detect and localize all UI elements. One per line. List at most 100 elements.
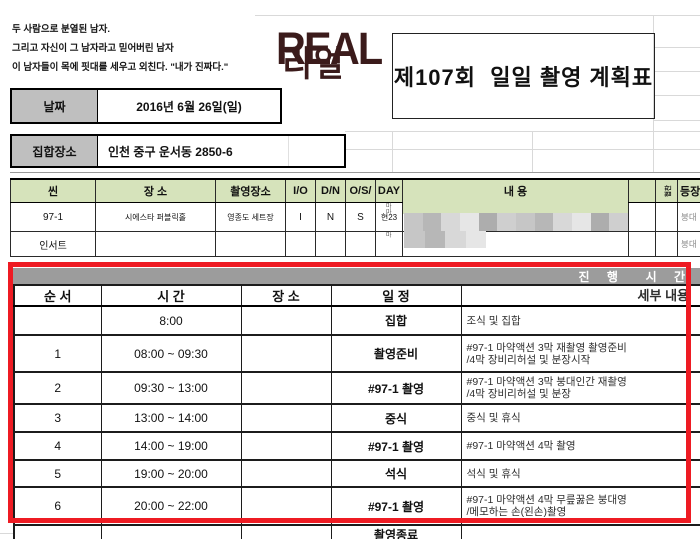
schedule-row-end: 촬영종료 xyxy=(13,524,700,539)
schedule-row: 3 13:00 ~ 14:00 중식 중식 및 휴식 xyxy=(13,403,700,433)
col-location: 장 소 xyxy=(95,178,216,203)
scene-dn xyxy=(315,231,346,257)
censor-mosaic xyxy=(404,231,486,248)
place-cell xyxy=(240,371,332,405)
col-sponsor: 협찬 xyxy=(655,178,678,203)
time-cell: 8:00 xyxy=(100,305,242,336)
censored-text-fragment: 마 xyxy=(386,233,392,239)
progress-band: 진 행 시 간 xyxy=(12,268,700,284)
event-cell: 석식 xyxy=(330,459,462,488)
schedule-row: 6 20:00 ~ 22:00 #97-1 촬영 #97-1 마약액션 4막 무… xyxy=(13,486,700,526)
document-title-box: 제107회 일일 촬영 계획표 xyxy=(392,33,655,119)
scene-location xyxy=(95,231,216,257)
event-cell: #97-1 촬영 xyxy=(330,486,462,526)
event-cell: 중식 xyxy=(330,403,462,433)
scene-os: S xyxy=(345,202,376,232)
col-os: O/S/ xyxy=(345,178,376,203)
gridline xyxy=(255,15,700,16)
gridline xyxy=(653,15,654,172)
order-cell: 5 xyxy=(13,459,102,488)
detail-cell: #97-1 마약액션 3막 재촬영 촬영준비 /4막 장비리허설 및 분장시작 xyxy=(460,334,700,373)
event-cell: 촬영준비 xyxy=(330,334,462,373)
place-cell xyxy=(240,305,332,336)
scene-shoot-location xyxy=(215,231,286,257)
order-cell: 2 xyxy=(13,371,102,405)
col-day: DAY xyxy=(375,178,403,203)
col-cast: 등장인 xyxy=(677,178,700,203)
time-cell: 14:00 ~ 19:00 xyxy=(100,431,242,461)
col-dn: D/N xyxy=(315,178,346,203)
scene-blank-cell xyxy=(628,231,656,257)
scene-number: 97-1 xyxy=(10,202,96,232)
order-cell: 1 xyxy=(13,334,102,373)
gridline xyxy=(653,47,700,48)
gridline xyxy=(653,120,700,121)
place-cell xyxy=(240,334,332,373)
gridline xyxy=(345,149,700,150)
schedule-row: 5 19:00 ~ 20:00 석식 석식 및 휴식 xyxy=(13,459,700,488)
col-detail: 세부 내용 xyxy=(460,284,700,307)
event-cell: 집합 xyxy=(330,305,462,336)
document-title: 제107회 일일 촬영 계획표 xyxy=(393,65,654,90)
scene-row-insert: 인서트 붕대 xyxy=(10,231,700,257)
daily-schedule-table: 순 서 시 간 장 소 일 정 세부 내용 8:00 집합 조식 및 집합 1 … xyxy=(13,284,700,539)
time-cell: 08:00 ~ 09:30 xyxy=(100,334,242,373)
date-label: 날짜 xyxy=(12,90,98,122)
scene-shoot-location: 영종도 세트장 xyxy=(215,202,286,232)
detail-cell xyxy=(460,524,700,539)
place-cell xyxy=(240,486,332,526)
place-cell xyxy=(240,431,332,461)
date-value: 2016년 6월 26일(일) xyxy=(136,99,242,114)
schedule-row: 1 08:00 ~ 09:30 촬영준비 #97-1 마약액션 3막 재촬영 촬… xyxy=(13,334,700,373)
schedule-row: 2 09:30 ~ 13:00 #97-1 촬영 #97-1 마약액션 3막 붕… xyxy=(13,371,700,405)
scene-blank-cell xyxy=(628,202,656,232)
meeting-place-label: 집합장소 xyxy=(12,136,98,166)
real-logo: REAL 리얼 xyxy=(276,26,385,114)
col-shoot-location: 촬영장소 xyxy=(215,178,286,203)
col-blank xyxy=(628,178,656,203)
col-time: 시 간 xyxy=(100,284,242,307)
meeting-place-box: 집합장소 인천 중구 운서동 2850-6 xyxy=(10,134,346,168)
detail-cell: 중식 및 휴식 xyxy=(460,403,700,433)
order-cell: 4 xyxy=(13,431,102,461)
col-event: 일 정 xyxy=(330,284,462,307)
detail-cell: #97-1 마약액션 4막 무릎꿇은 붕대영 /메모하는 손(왼손)촬영 xyxy=(460,486,700,526)
censor-mosaic xyxy=(404,213,628,231)
gridline xyxy=(532,131,533,172)
col-io: I/O xyxy=(285,178,316,203)
scene-number: 인서트 xyxy=(10,231,96,257)
col-sponsor-label: 협찬 xyxy=(664,185,672,197)
place-cell xyxy=(240,403,332,433)
schedule-row: 8:00 집합 조식 및 집합 xyxy=(13,305,700,336)
time-cell: 09:30 ~ 13:00 xyxy=(100,371,242,405)
scene-io: I xyxy=(285,202,316,232)
meeting-place-value: 인천 중구 운서동 2850-6 xyxy=(98,136,344,166)
time-cell: 20:00 ~ 22:00 xyxy=(100,486,242,526)
scene-table-header-row: 씬 장 소 촬영장소 I/O D/N O/S/ DAY 내 용 협찬 등장인 xyxy=(10,178,700,203)
scene-dn: N xyxy=(315,202,346,232)
time-cell xyxy=(100,524,242,539)
schedule-header-row: 순 서 시 간 장 소 일 정 세부 내용 xyxy=(13,284,700,307)
scene-day: 현23 xyxy=(375,202,403,232)
scene-cast: 붕대 xyxy=(677,202,700,232)
detail-cell: 조식 및 집합 xyxy=(460,305,700,336)
logo-text-ko: 리얼 xyxy=(282,45,346,84)
gridline xyxy=(10,172,700,173)
gridline xyxy=(288,136,289,166)
col-content: 내 용 xyxy=(402,178,629,203)
detail-cell: 석식 및 휴식 xyxy=(460,459,700,488)
content-cell-green-fill xyxy=(403,200,628,214)
event-cell: #97-1 촬영 xyxy=(330,371,462,405)
col-scene: 씬 xyxy=(10,178,96,203)
order-cell: 3 xyxy=(13,403,102,433)
progress-band-title: 진 행 시 간 xyxy=(578,269,692,284)
order-cell: 6 xyxy=(13,486,102,526)
scene-cast: 붕대 xyxy=(677,231,700,257)
gridline xyxy=(653,71,700,72)
detail-cell: #97-1 마약액션 4막 촬영 xyxy=(460,431,700,461)
scene-sponsor-cell xyxy=(655,231,678,257)
event-cell: #97-1 촬영 xyxy=(330,431,462,461)
time-cell: 19:00 ~ 20:00 xyxy=(100,459,242,488)
time-cell: 13:00 ~ 14:00 xyxy=(100,403,242,433)
